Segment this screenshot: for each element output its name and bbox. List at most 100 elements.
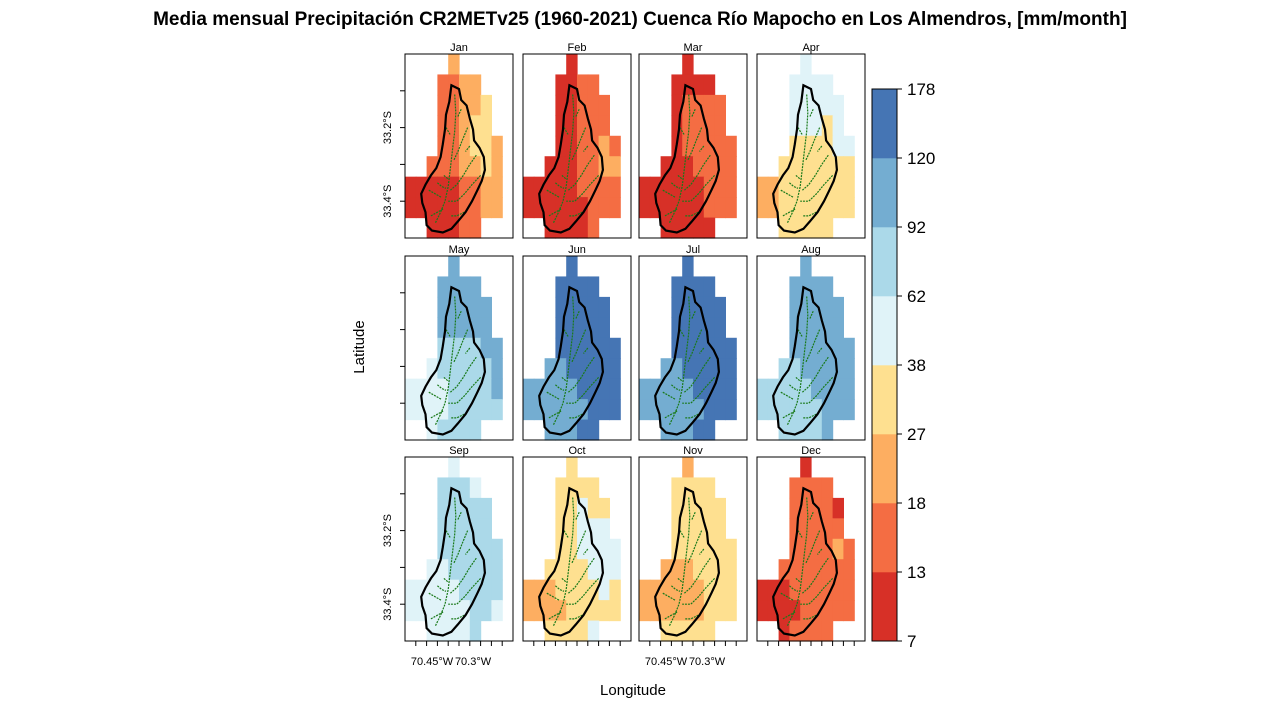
y-axis-label: Latitude bbox=[351, 320, 368, 373]
raster-cell bbox=[566, 337, 578, 359]
raster-cell bbox=[703, 358, 716, 380]
raster-cell bbox=[800, 256, 812, 278]
raster-cell bbox=[821, 477, 834, 499]
raster-cell bbox=[671, 217, 683, 239]
raster-cell bbox=[789, 518, 801, 540]
raster-cell bbox=[649, 399, 662, 421]
raster-cell bbox=[682, 477, 694, 499]
raster-cell bbox=[480, 317, 492, 339]
raster-cell bbox=[703, 276, 716, 298]
raster-cell bbox=[577, 115, 589, 137]
raster-cell bbox=[811, 620, 823, 642]
raster-cell bbox=[821, 296, 834, 318]
raster-cell bbox=[671, 317, 683, 339]
river-line bbox=[450, 557, 477, 594]
river-line bbox=[453, 127, 469, 161]
basin-outline bbox=[420, 285, 487, 436]
raster-cell bbox=[448, 94, 460, 116]
river-line bbox=[555, 585, 565, 592]
raster-cell bbox=[598, 399, 610, 421]
raster-cell bbox=[821, 620, 834, 642]
raster-cell bbox=[555, 559, 567, 581]
raster-cell bbox=[660, 197, 672, 219]
raster-cell bbox=[491, 538, 503, 560]
raster-cell bbox=[800, 74, 812, 96]
raster-cell bbox=[789, 620, 801, 642]
raster-cell bbox=[448, 337, 460, 359]
river-line bbox=[802, 413, 817, 419]
raster-cell bbox=[523, 579, 535, 601]
month-label: Sep bbox=[449, 445, 469, 457]
raster-cell bbox=[832, 358, 844, 380]
raster-cell bbox=[587, 419, 600, 441]
raster-cell bbox=[671, 600, 683, 622]
river-line bbox=[566, 577, 600, 605]
river-line bbox=[555, 182, 565, 189]
river-line bbox=[668, 497, 691, 627]
raster-cell bbox=[703, 115, 716, 137]
raster-cell bbox=[544, 358, 556, 380]
river-line bbox=[817, 548, 823, 555]
river-line bbox=[668, 94, 691, 224]
raster-cell bbox=[660, 579, 672, 601]
raster-cell bbox=[843, 538, 855, 560]
raster-cell bbox=[577, 419, 589, 441]
river-line bbox=[465, 548, 471, 555]
river-line bbox=[437, 384, 447, 391]
raster-cell bbox=[544, 217, 556, 239]
raster-cell bbox=[682, 256, 694, 278]
raster-cell bbox=[587, 135, 600, 157]
raster-cell bbox=[448, 135, 460, 157]
raster-cell bbox=[811, 217, 823, 239]
raster-cell bbox=[693, 518, 705, 540]
raster-cell bbox=[714, 358, 726, 380]
raster-cell bbox=[682, 54, 694, 76]
raster-cell bbox=[660, 620, 672, 642]
river-line bbox=[465, 145, 471, 152]
raster-cell bbox=[682, 296, 694, 318]
raster-cell bbox=[714, 94, 726, 116]
river-line bbox=[782, 611, 797, 620]
panel-aug: Aug bbox=[756, 244, 866, 441]
raster-cell bbox=[459, 518, 471, 540]
river-line bbox=[428, 391, 442, 401]
raster-cell bbox=[544, 600, 556, 622]
raster-cell bbox=[789, 600, 801, 622]
raster-cell bbox=[587, 358, 600, 380]
raster-cell bbox=[671, 94, 683, 116]
raster-cell bbox=[437, 399, 449, 421]
river-line bbox=[428, 189, 442, 199]
raster-cell bbox=[415, 378, 428, 400]
raster-cell bbox=[577, 94, 589, 116]
raster-cell bbox=[682, 538, 694, 560]
month-label: Oct bbox=[568, 445, 585, 457]
raster-cell bbox=[448, 156, 460, 178]
raster-cell bbox=[671, 156, 683, 178]
colorbar-tick-label: 13 bbox=[907, 563, 926, 582]
raster-cell bbox=[821, 497, 834, 519]
river-line bbox=[571, 329, 587, 363]
raster-cell bbox=[660, 399, 672, 421]
raster-cell bbox=[725, 378, 737, 400]
raster-cell bbox=[555, 600, 567, 622]
raster-cell bbox=[767, 399, 780, 421]
colorbar-tick-label: 18 bbox=[907, 494, 926, 513]
raster-cell bbox=[832, 559, 844, 581]
raster-cell bbox=[491, 559, 503, 581]
raster-cell bbox=[469, 337, 482, 359]
raster-cell bbox=[789, 296, 801, 318]
river-line bbox=[568, 356, 595, 393]
basin-outline bbox=[538, 486, 605, 637]
river-line bbox=[561, 376, 567, 382]
raster-cell bbox=[577, 620, 589, 642]
panel-jul: Jul bbox=[638, 244, 748, 441]
raster-cell bbox=[757, 399, 769, 421]
raster-cell bbox=[703, 538, 716, 560]
month-label: Mar bbox=[684, 42, 703, 54]
raster-cell bbox=[437, 115, 449, 137]
raster-cell bbox=[609, 559, 621, 581]
raster-cell bbox=[682, 559, 694, 581]
raster-cell bbox=[832, 497, 844, 519]
raster-cell bbox=[778, 197, 790, 219]
river-line bbox=[684, 614, 699, 620]
